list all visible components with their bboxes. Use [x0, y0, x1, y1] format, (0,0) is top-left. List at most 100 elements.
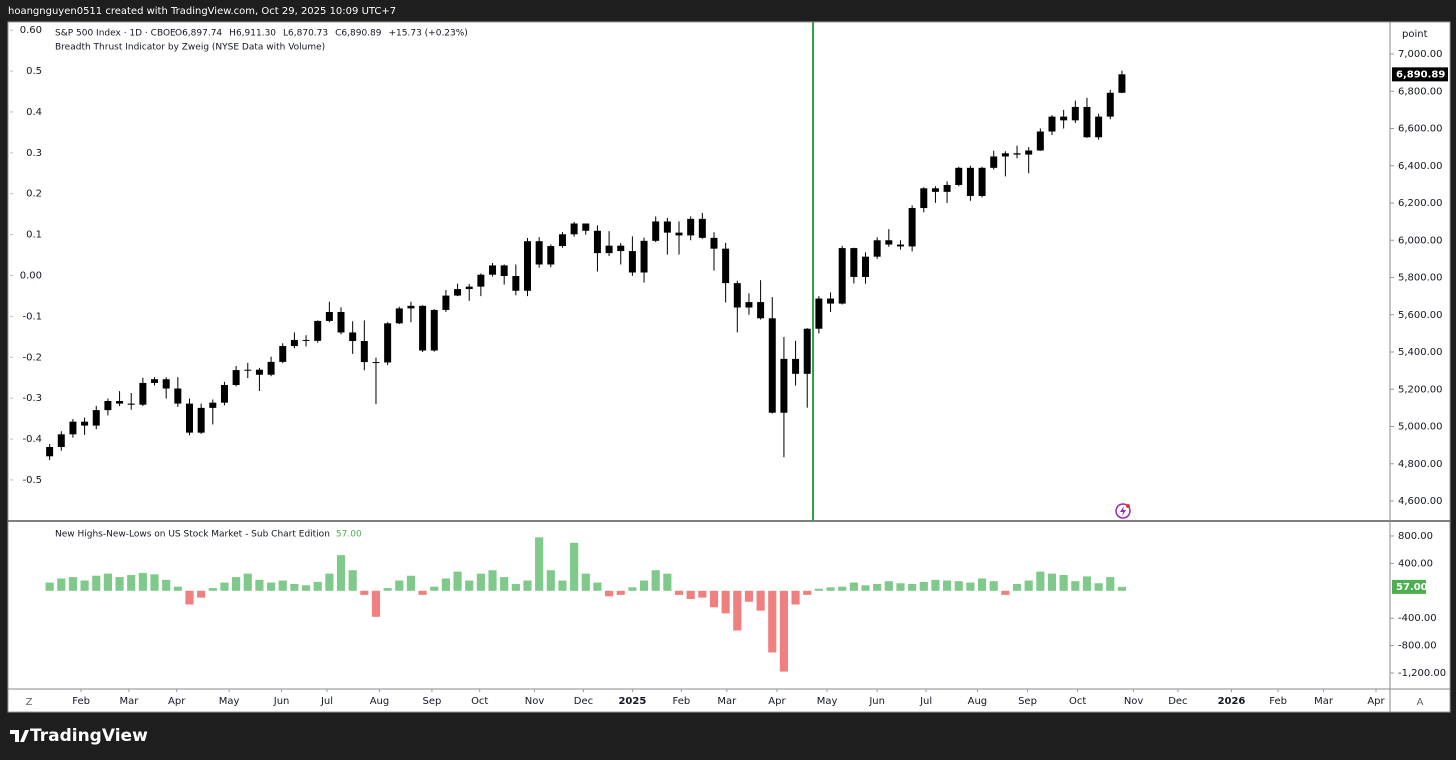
candle-body	[1036, 131, 1044, 151]
x-tick-label: Dec	[574, 696, 593, 707]
candle-body	[244, 369, 252, 371]
histogram-bar	[232, 577, 241, 591]
histogram-bar	[744, 590, 754, 602]
x-tick-label: Apr	[1367, 696, 1385, 707]
histogram-bar	[197, 590, 206, 598]
candle-body	[896, 244, 904, 247]
candle-body	[349, 332, 357, 342]
candle-body	[325, 311, 333, 321]
y-tick-label: -400.00	[1398, 613, 1437, 624]
y-tick-label: -800.00	[1398, 641, 1437, 652]
subchart-title: New Highs-New-Lows on US Stock Market - …	[55, 530, 330, 540]
candle-body	[407, 305, 415, 309]
legend-ohlc: H6,911.30	[229, 29, 276, 39]
candle-body	[290, 339, 298, 347]
candle-body	[1001, 153, 1009, 157]
x-tick-label: Jul	[320, 696, 333, 707]
histogram-bar	[1117, 586, 1127, 591]
x-tick-label: Apr	[768, 696, 786, 707]
histogram-bar	[395, 580, 404, 591]
candle-body	[267, 361, 275, 375]
candle-body	[419, 305, 427, 351]
candle-body	[384, 323, 392, 363]
legend-ohlc: C6,890.89	[335, 29, 382, 39]
histogram-bar	[908, 583, 917, 591]
histogram-bar	[651, 570, 660, 591]
value-tag	[1392, 579, 1426, 594]
candle-body	[1071, 106, 1079, 121]
candle-body	[652, 221, 660, 241]
scale-button[interactable]: Z	[26, 697, 33, 708]
histogram-bar	[45, 582, 54, 591]
histogram-bar	[511, 583, 520, 591]
histogram-bar	[849, 582, 858, 591]
histogram-bar	[779, 590, 788, 672]
candle-body	[815, 298, 823, 329]
candle-body	[745, 302, 753, 308]
legend-ohlc: L6,870.73	[283, 29, 328, 39]
candle-body	[489, 265, 497, 275]
histogram-bar	[68, 577, 78, 591]
y-tick-label: 7,000.00	[1398, 49, 1443, 60]
candle-body	[220, 384, 228, 403]
candle-body	[698, 218, 706, 238]
x-tick-label: Aug	[968, 696, 988, 707]
histogram-bar	[115, 577, 124, 591]
candle-body	[803, 328, 811, 374]
candle-body	[197, 407, 205, 433]
histogram-bar	[733, 590, 742, 631]
candle-body	[675, 232, 683, 236]
y-tick-label: -1,200.00	[1398, 668, 1446, 679]
histogram-bar	[628, 587, 637, 591]
candle-body	[104, 400, 112, 411]
candle-body	[547, 246, 555, 265]
histogram-bar	[360, 590, 369, 595]
histogram-bar	[1106, 577, 1115, 591]
alert-icon-bolt	[1120, 506, 1126, 516]
histogram-bar	[267, 582, 276, 591]
histogram-bar	[1071, 581, 1080, 591]
candle-body	[605, 245, 613, 254]
x-tick-label: Aug	[370, 696, 390, 707]
legend-ohlc: +15.73 (+0.23%)	[389, 29, 468, 39]
candle-body	[920, 188, 928, 209]
candle-body	[1095, 116, 1103, 138]
candle-body	[209, 402, 217, 408]
candle-body	[174, 388, 182, 404]
y2-tick-label: -0.3	[22, 393, 42, 404]
candle-body	[127, 403, 135, 405]
candle-body	[617, 245, 625, 252]
auto-button[interactable]: A	[1417, 697, 1424, 708]
value-tag-label: 57.00	[1396, 582, 1428, 593]
histogram-bar	[243, 573, 252, 591]
y2-tick-label: 0.5	[26, 66, 42, 77]
candle-body	[943, 184, 951, 192]
histogram-bar	[943, 580, 952, 591]
price-tag-label: 6,890.89	[1396, 69, 1445, 80]
histogram-bar	[301, 585, 311, 591]
x-tick-label: 2025	[618, 696, 646, 707]
histogram-bar	[698, 590, 707, 598]
x-tick-label: Sep	[422, 696, 441, 707]
histogram-bar	[103, 573, 112, 591]
candle-body	[139, 382, 147, 405]
histogram-bar	[453, 571, 462, 591]
histogram-bar	[348, 570, 357, 591]
candle-body	[524, 241, 531, 291]
x-tick-label: Oct	[1069, 696, 1086, 707]
histogram-bar	[418, 590, 427, 595]
histogram-bar	[92, 575, 101, 591]
candle-body	[757, 302, 765, 319]
legend-ohlc: O6,897.74	[175, 29, 222, 39]
y2-tick-label: -0.2	[22, 352, 42, 363]
candle-body	[337, 311, 345, 333]
candle-body	[512, 276, 520, 291]
candle-body	[978, 167, 986, 196]
histogram-bar	[336, 555, 346, 591]
credit: hoangnguyen0511 created with TradingView…	[8, 6, 396, 17]
histogram-bar	[430, 586, 439, 591]
candle-body	[255, 369, 263, 375]
x-tick-label: Dec	[1168, 696, 1187, 707]
histogram-bar	[756, 590, 765, 611]
